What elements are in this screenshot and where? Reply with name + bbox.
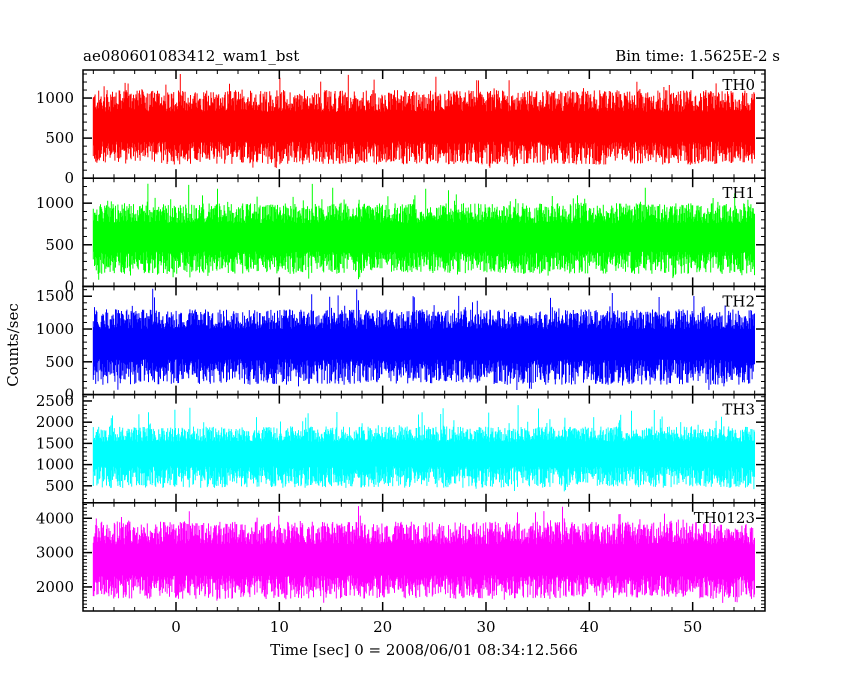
y-tick-label: 1000 [36, 320, 74, 338]
y-axis-label: Counts/sec [4, 303, 22, 387]
y-tick-label: 0 [64, 169, 74, 187]
x-axis: 0 10 20 30 40 50 [171, 618, 702, 636]
series-th0 [92, 74, 755, 168]
panel-label-th1: TH1 [722, 184, 755, 202]
panel-label-th0: TH0 [722, 76, 755, 94]
y-tick-label: 1500 [36, 434, 74, 452]
y-tick-label: 2000 [36, 578, 74, 596]
panel-label-th2: TH2 [722, 292, 755, 310]
bin-time-label: Bin time: 1.5625E-2 s [615, 47, 780, 65]
panel-label-th0123: TH0123 [694, 509, 755, 527]
series-th3 [92, 405, 755, 492]
panel-stack: 0 500 1000 TH0 0 500 1000 TH1 0 500 1000 1500 TH2 500… [36, 69, 766, 612]
x-tick-label: 30 [476, 618, 495, 636]
y-tick-label: 1000 [36, 194, 74, 212]
chart-title: ae080601083412_wam1_bst [83, 47, 299, 65]
y-tick-label: 0 [64, 386, 74, 404]
x-tick-label: 40 [580, 618, 599, 636]
series-th2 [92, 288, 755, 390]
y-tick-label: 1000 [36, 89, 74, 107]
y-tick-label: 2000 [36, 413, 74, 431]
y-tick-label: 4000 [36, 509, 74, 527]
y-tick-label: 1500 [36, 287, 74, 305]
panel-th1: 0 500 1000 TH1 [36, 177, 766, 295]
panel-th3: 500 1000 1500 2000 2500 TH3 [36, 392, 766, 504]
panel-th0123: 2000 3000 4000 TH0123 [36, 502, 766, 612]
panel-th2: 0 500 1000 1500 TH2 [36, 285, 766, 404]
y-tick-label: 500 [45, 129, 74, 147]
x-axis-label: Time [sec] 0 = 2008/06/01 08:34:12.566 [270, 641, 578, 659]
y-tick-label: 1000 [36, 456, 74, 474]
x-tick-label: 0 [171, 618, 181, 636]
y-tick-label: 500 [45, 477, 74, 495]
panel-th0: 0 500 1000 TH0 [36, 69, 766, 187]
panel-label-th3: TH3 [722, 401, 755, 419]
y-tick-label: 3000 [36, 544, 74, 562]
x-tick-label: 20 [373, 618, 392, 636]
x-tick-label: 10 [270, 618, 289, 636]
series-th1 [92, 183, 755, 280]
y-tick-label: 500 [45, 353, 74, 371]
y-tick-label: 2500 [36, 392, 74, 410]
x-tick-label: 50 [683, 618, 702, 636]
y-tick-label: 500 [45, 236, 74, 254]
series-th0123 [92, 506, 755, 603]
y-tick-label: 0 [64, 277, 74, 295]
